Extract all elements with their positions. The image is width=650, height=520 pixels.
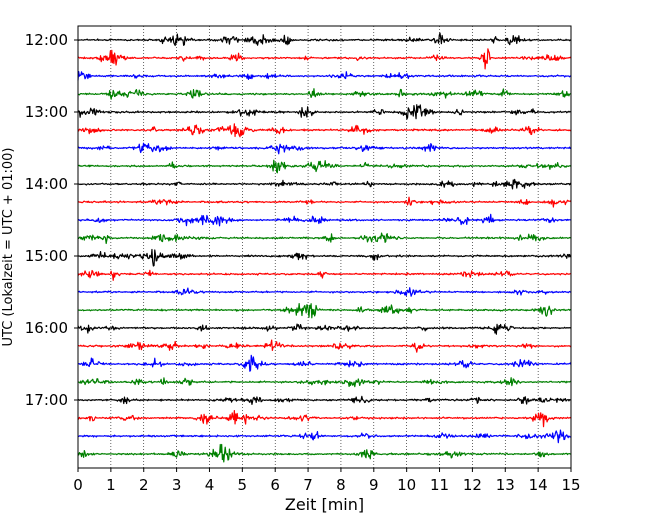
y-axis: 12:00 13:00 14:00 15:00 16:00 17:00	[25, 31, 78, 409]
trace-line	[77, 377, 572, 388]
trace-line	[77, 178, 572, 190]
x-tick-label: 15	[561, 476, 580, 494]
x-tick-label: 10	[397, 476, 416, 494]
trace-line	[77, 269, 572, 281]
y-tick-label: 15:00	[25, 247, 68, 265]
trace-line	[77, 32, 572, 47]
traces	[77, 32, 572, 463]
x-tick-label: 12	[463, 476, 482, 494]
y-tick-label: 13:00	[25, 103, 68, 121]
x-tick-label: 3	[172, 476, 182, 494]
trace-line	[77, 88, 572, 100]
x-tick-label: 7	[303, 476, 313, 494]
trace-line	[77, 213, 572, 227]
x-tick-label: 9	[369, 476, 379, 494]
trace-line	[77, 159, 572, 174]
plot-frame	[77, 25, 572, 469]
x-tick-label: 1	[106, 476, 116, 494]
trace-line	[77, 409, 572, 428]
y-tick-label: 16:00	[25, 319, 68, 337]
trace-line	[77, 48, 572, 70]
trace-line	[77, 302, 572, 319]
x-tick-label: 2	[139, 476, 149, 494]
trace-line	[77, 323, 572, 335]
trace-line	[77, 104, 572, 120]
trace-line	[77, 429, 572, 444]
x-tick-label: 14	[529, 476, 548, 494]
x-axis-label: Zeit [min]	[285, 495, 364, 514]
trace-line	[77, 395, 572, 405]
x-axis: 0 1 2 3 4 5 6 7 8 9 10 11 12 13 14 15	[73, 468, 581, 494]
y-tick-label: 14:00	[25, 175, 68, 193]
x-tick-label: 5	[238, 476, 248, 494]
x-tick-label: 0	[73, 476, 83, 494]
y-tick-label: 12:00	[25, 31, 68, 49]
y-axis-label: UTC (Lokalzeit = UTC + 01:00)	[1, 148, 16, 347]
trace-line	[77, 248, 572, 267]
x-tick-label: 13	[496, 476, 515, 494]
x-tick-label: 8	[336, 476, 346, 494]
trace-line	[77, 443, 572, 463]
x-tick-label: 11	[430, 476, 449, 494]
trace-line	[77, 142, 572, 155]
x-tick-label: 6	[270, 476, 280, 494]
x-tick-label: 4	[205, 476, 215, 494]
trace-line	[77, 287, 572, 297]
trace-line	[77, 232, 572, 245]
trace-line	[77, 71, 572, 81]
y-tick-label: 17:00	[25, 391, 68, 409]
trace-line	[77, 354, 572, 372]
trace-line	[77, 339, 572, 353]
trace-line	[77, 196, 572, 208]
trace-line	[77, 123, 572, 138]
